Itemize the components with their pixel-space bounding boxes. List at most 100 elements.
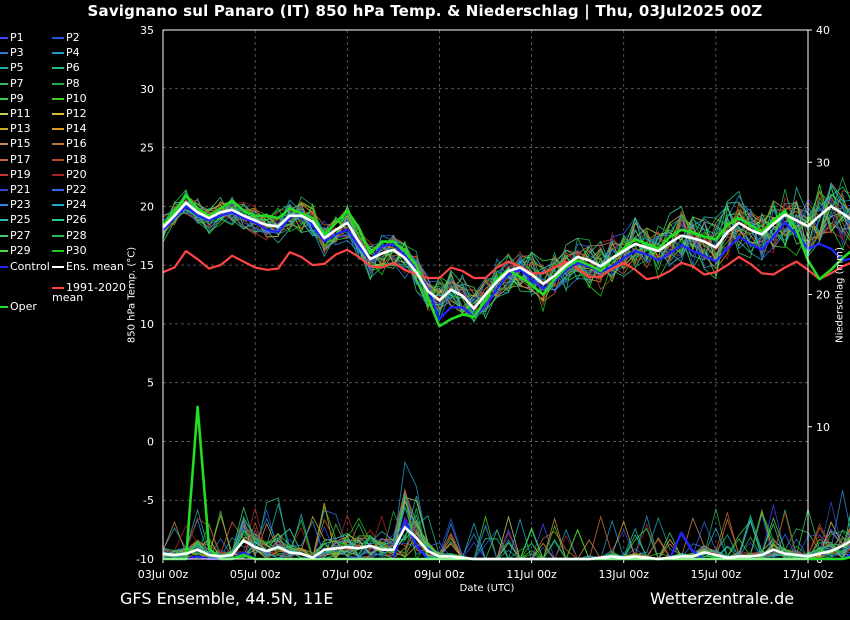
legend-label: P1 [10,31,24,44]
legend-swatch [52,189,64,191]
y2-tick-label: 10 [816,421,830,434]
legend-label: P20 [66,167,87,181]
legend-label: P26 [66,213,87,227]
legend-item: P11 [0,107,31,121]
legend-label: P14 [66,122,87,136]
y2-tick-label: 40 [816,24,830,37]
legend-item: P18 [52,153,87,167]
x-tick-label: 11Jul 00z [506,568,557,581]
legend-swatch [52,266,64,268]
member-temp-line-p9 [162,185,850,319]
legend-item: P9 [0,92,24,106]
legend-item: P8 [52,77,80,91]
member-temp-line-p30 [162,183,850,322]
legend-item: P15 [0,137,31,151]
legend-label: P10 [66,91,87,105]
y-tick-label: 10 [140,318,154,331]
legend-swatch [0,266,8,268]
legend-label: P4 [66,46,80,60]
y-tick-label: 15 [140,259,154,272]
member-temp-line-p7 [162,198,850,312]
legend-label: P11 [10,107,31,120]
legend-label: P7 [10,76,24,90]
x-tick-label: 15Jul 00z [691,568,742,581]
legend-label: P23 [10,198,31,212]
legend-swatch [52,287,64,290]
legend-label: P16 [66,137,87,151]
y-tick-label: -5 [143,494,154,507]
legend-swatch [0,97,8,100]
legend-item: P2 [52,31,80,45]
legend-swatch [52,234,64,237]
legend-swatch [0,52,8,55]
series-oper-temp [162,194,850,328]
legend-label: P19 [10,167,31,181]
member-temp-line-p21 [162,196,850,311]
legend-swatch [52,113,64,115]
legend-item: P10 [52,92,87,106]
legend-swatch [0,204,8,207]
legend-item: Control [0,260,50,274]
legend-item: P30 [52,244,87,258]
legend-item: P26 [52,213,87,227]
legend-swatch [0,306,8,309]
legend-item: P27 [0,229,31,243]
legend-item: P4 [52,46,80,60]
legend-swatch [0,189,8,191]
legend-label: P13 [10,122,31,136]
legend-item: P23 [0,198,31,212]
y-tick-label: 0 [147,435,154,448]
series-control-temp [162,205,850,321]
legend-label: P29 [10,243,31,257]
legend-swatch [0,128,8,131]
legend-label: P25 [10,213,31,227]
y-tick-label: -10 [136,553,154,566]
legend-label: P24 [66,198,87,212]
legend-swatch [0,249,8,252]
legend-swatch [52,173,64,176]
member-temp-line-p24 [162,184,850,314]
legend-label: P8 [66,76,80,90]
legend-item: 1991-2020 mean [52,282,126,303]
legend-label: P30 [66,243,87,257]
legend-item: P21 [0,183,31,197]
x-tick-label: 09Jul 00z [414,568,465,581]
legend-swatch [0,113,8,115]
footer-site: Wetterzentrale.de [650,589,795,608]
legend-swatch [0,219,8,222]
legend-swatch [0,67,8,70]
member-temp-line-p23 [162,181,850,322]
legend-swatch [52,128,64,131]
legend-label: P3 [10,46,24,60]
legend-swatch [0,158,8,161]
y2-tick-label: 20 [816,289,830,302]
legend-item: P16 [52,137,87,151]
chart-title: Savignano sul Panaro (IT) 850 hPa Temp. … [87,2,763,20]
legend-label: P9 [10,91,24,105]
legend-swatch [52,52,64,55]
plot-frame [162,29,809,560]
y-tick-label: 20 [140,200,154,213]
series-1991-2020-mean-temp [162,248,850,281]
member-temp-line-p27 [162,184,850,320]
legend-label: Control [10,260,50,273]
y-tick-label: 5 [147,377,154,390]
legend-item: P3 [0,46,24,60]
legend-swatch [52,219,64,222]
legend-swatch [52,67,64,70]
legend-item: P13 [0,122,31,136]
legend: P1 P2 P3 P4 P5 P6 P7 P8 P9 P10 P11 P12 P13 P14 P15 P16 P… [0,30,130,320]
legend-label: P28 [66,228,87,242]
legend-swatch [0,173,8,176]
x-axis-label: Date (UTC) [459,583,515,594]
legend-item: P7 [0,77,24,91]
legend-item: P5 [0,61,24,75]
legend-label: Oper [10,300,37,314]
legend-item: P12 [52,107,87,121]
legend-swatch [52,143,64,146]
legend-label: P22 [66,183,87,196]
legend-label: 1991-2020 mean [52,281,126,305]
footer-model-info: GFS Ensemble, 44.5N, 11E [120,589,334,608]
legend-item: P19 [0,168,31,182]
